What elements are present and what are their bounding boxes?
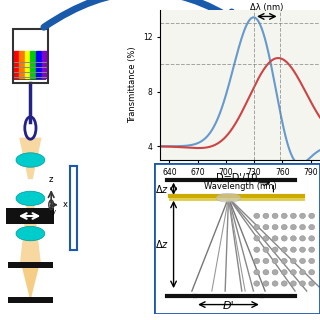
- Circle shape: [300, 236, 306, 241]
- Circle shape: [300, 269, 306, 275]
- Circle shape: [254, 236, 260, 241]
- Circle shape: [300, 224, 306, 230]
- Circle shape: [254, 269, 260, 275]
- Circle shape: [300, 213, 306, 219]
- Circle shape: [263, 269, 269, 275]
- Polygon shape: [22, 266, 39, 301]
- Circle shape: [281, 213, 287, 219]
- Bar: [6, 208, 54, 224]
- Circle shape: [309, 269, 315, 275]
- Circle shape: [272, 258, 278, 264]
- Circle shape: [309, 236, 315, 241]
- Circle shape: [290, 281, 296, 286]
- Ellipse shape: [16, 191, 45, 206]
- Bar: [36, 51, 41, 78]
- Circle shape: [272, 236, 278, 241]
- Circle shape: [300, 247, 306, 252]
- Circle shape: [272, 247, 278, 252]
- Circle shape: [290, 247, 296, 252]
- Circle shape: [290, 224, 296, 230]
- Circle shape: [281, 258, 287, 264]
- Text: $\Delta z$: $\Delta z$: [155, 183, 169, 195]
- Circle shape: [263, 258, 269, 264]
- Circle shape: [309, 213, 315, 219]
- Circle shape: [281, 269, 287, 275]
- Bar: [25, 51, 30, 78]
- Circle shape: [272, 224, 278, 230]
- Bar: [14, 55, 46, 80]
- Circle shape: [281, 281, 287, 286]
- Circle shape: [263, 281, 269, 286]
- Circle shape: [254, 281, 260, 286]
- Circle shape: [281, 236, 287, 241]
- Text: $\Delta z$: $\Delta z$: [155, 238, 169, 251]
- Circle shape: [272, 281, 278, 286]
- Ellipse shape: [16, 226, 45, 241]
- Text: x: x: [62, 200, 68, 209]
- Circle shape: [254, 224, 260, 230]
- Circle shape: [263, 236, 269, 241]
- Bar: [42, 51, 47, 78]
- Circle shape: [290, 213, 296, 219]
- Y-axis label: Transmittance (%): Transmittance (%): [128, 46, 137, 123]
- Text: Δλ (nm): Δλ (nm): [250, 3, 283, 12]
- Text: z: z: [49, 175, 53, 184]
- Circle shape: [254, 213, 260, 219]
- X-axis label: Wavelength (nm): Wavelength (nm): [204, 182, 276, 191]
- Bar: [30, 51, 36, 78]
- Circle shape: [281, 247, 287, 252]
- Circle shape: [290, 269, 296, 275]
- Polygon shape: [20, 192, 41, 262]
- Circle shape: [272, 269, 278, 275]
- Text: D': D': [223, 300, 234, 311]
- Bar: [19, 51, 24, 78]
- Ellipse shape: [16, 153, 45, 167]
- Bar: [8, 297, 53, 303]
- Circle shape: [300, 281, 306, 286]
- Circle shape: [290, 236, 296, 241]
- Bar: [14, 51, 19, 78]
- Ellipse shape: [216, 193, 241, 202]
- Circle shape: [263, 224, 269, 230]
- Circle shape: [300, 258, 306, 264]
- Circle shape: [309, 258, 315, 264]
- Circle shape: [309, 247, 315, 252]
- Circle shape: [254, 258, 260, 264]
- Bar: [13, 29, 48, 83]
- Circle shape: [309, 224, 315, 230]
- Text: y: y: [52, 209, 56, 215]
- Bar: [8, 262, 53, 268]
- Circle shape: [309, 281, 315, 286]
- Polygon shape: [19, 138, 42, 179]
- Circle shape: [272, 213, 278, 219]
- Circle shape: [254, 247, 260, 252]
- Circle shape: [281, 224, 287, 230]
- FancyArrowPatch shape: [44, 0, 238, 27]
- Text: D=D'/10: D=D'/10: [216, 173, 258, 183]
- Circle shape: [263, 213, 269, 219]
- Circle shape: [263, 247, 269, 252]
- Circle shape: [290, 258, 296, 264]
